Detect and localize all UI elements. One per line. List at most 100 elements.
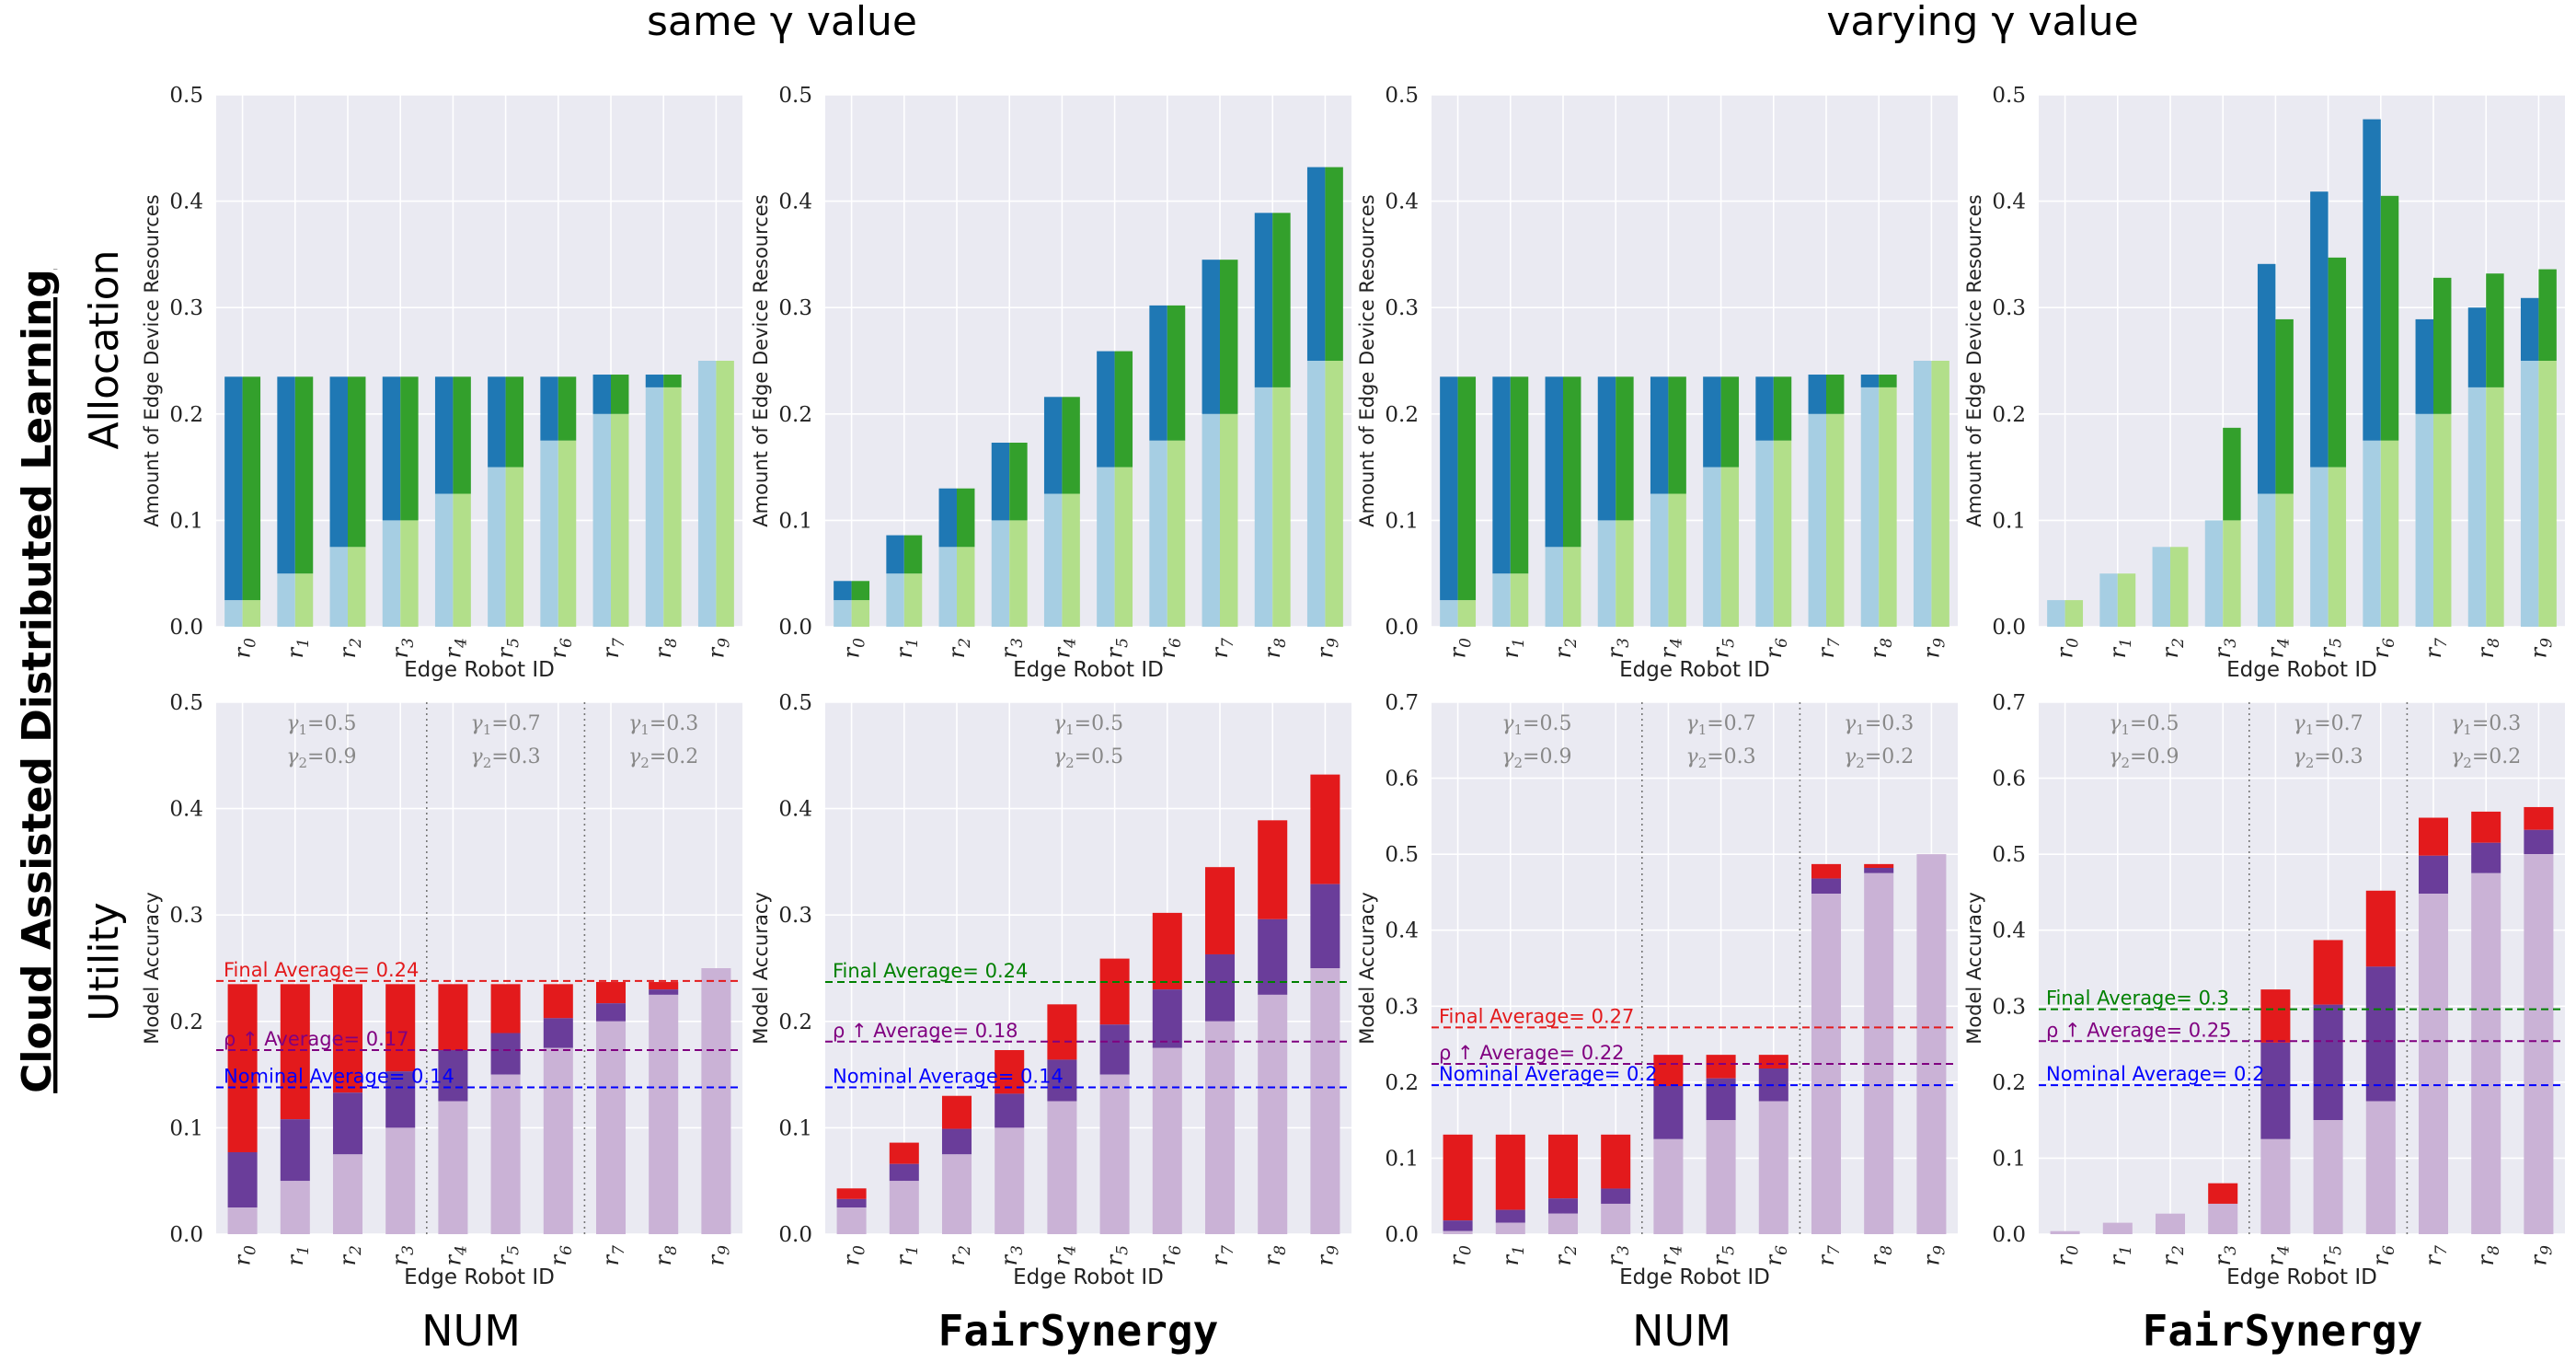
bar-nominal-segment — [280, 1181, 310, 1234]
bar-base-segment — [1826, 413, 1845, 627]
x-tick-label: r9 — [703, 1245, 733, 1265]
gamma-label: γ1=0.5 — [2109, 712, 2179, 738]
x-tick-label: r8 — [650, 1245, 681, 1265]
y-axis-label: Amount of Edge Device Resources — [141, 194, 163, 526]
y-tick-label: 0.5 — [778, 691, 812, 715]
average-label: Nominal Average= 0.2 — [2046, 1063, 2264, 1085]
bar-gain-segment — [645, 375, 664, 387]
x-tick-label: r3 — [387, 1245, 418, 1265]
bar-gain-segment — [1009, 443, 1028, 521]
y-tick-label: 0.6 — [1385, 768, 1419, 791]
bar-gain-segment — [1860, 375, 1880, 387]
section-title-varying: varying γ value — [1826, 0, 2138, 45]
gamma-label: γ2=0.2 — [2451, 745, 2521, 771]
bar-base-segment — [1457, 600, 1477, 627]
bar-final-segment — [385, 984, 416, 1072]
y-tick-label: 0.0 — [778, 616, 812, 640]
x-tick-label: r5 — [493, 638, 523, 658]
x-tick-label: r9 — [1312, 638, 1342, 658]
bar-rho-segment — [1864, 868, 1894, 873]
bar-rho-segment — [836, 1198, 867, 1208]
bar-base-segment — [2328, 467, 2347, 627]
bar-final-segment — [543, 984, 573, 1019]
bar-gain-segment — [1510, 376, 1529, 574]
bar-nominal-segment — [385, 1127, 416, 1234]
bar-final-segment — [2471, 811, 2501, 843]
bar-final-segment — [941, 1095, 972, 1129]
bar-base-segment — [1220, 413, 1238, 627]
x-tick-label: r6 — [2368, 1245, 2398, 1265]
y-tick-label: 0.1 — [169, 1116, 203, 1140]
bar-base-segment — [1009, 520, 1028, 627]
x-axis-label: Edge Robot ID — [1619, 658, 1770, 682]
row-label-allocation: Allocation — [81, 250, 128, 450]
average-label: Final Average= 0.24 — [224, 959, 419, 981]
bar-nominal-segment — [543, 1047, 573, 1234]
x-axis-label: Edge Robot ID — [2226, 1265, 2377, 1289]
bar-gain-segment — [224, 376, 243, 601]
bar-base-segment — [938, 547, 957, 627]
bar-final-segment — [649, 982, 679, 990]
x-tick-label: r0 — [230, 1245, 260, 1265]
bar-base-segment — [1931, 361, 1949, 627]
bar-final-segment — [889, 1142, 919, 1164]
gamma-label: γ1=0.5 — [1053, 712, 1123, 738]
y-tick-label: 0.3 — [778, 904, 812, 928]
bar-base-segment — [2520, 361, 2539, 627]
bar-nominal-segment — [2365, 1101, 2396, 1234]
bar-final-segment — [1047, 1004, 1077, 1060]
bar-base-segment — [1879, 387, 1897, 627]
y-axis-label: Model Accuracy — [141, 892, 163, 1045]
bar-gain-segment — [1668, 376, 1686, 494]
bar-rho-segment — [889, 1163, 919, 1182]
x-tick-label: r5 — [493, 1245, 523, 1265]
bar-base-segment — [1272, 387, 1291, 627]
y-tick-label: 0.7 — [1385, 691, 1419, 715]
bar-base-segment — [1097, 467, 1115, 627]
bar-gain-segment — [2467, 307, 2487, 387]
bar-gain-segment — [1808, 375, 1826, 414]
x-tick-label: r0 — [230, 638, 260, 658]
bar-rho-segment — [941, 1128, 972, 1155]
average-label: Nominal Average= 0.2 — [1439, 1063, 1657, 1085]
y-tick-label: 0.0 — [1385, 1223, 1419, 1247]
y-axis-label: Amount of Edge Device Resources — [750, 194, 772, 526]
y-tick-label: 0.5 — [1385, 84, 1419, 108]
y-tick-label: 0.0 — [169, 616, 203, 640]
bar-final-segment — [1706, 1055, 1736, 1079]
bar-final-segment — [2418, 817, 2449, 856]
bar-rho-segment — [1099, 1024, 1130, 1075]
bar-nominal-segment — [1758, 1101, 1788, 1234]
y-tick-label: 0.4 — [169, 798, 203, 822]
bar-gain-segment — [1202, 260, 1220, 414]
x-tick-label: r2 — [944, 638, 974, 658]
bar-gain-segment — [382, 376, 401, 521]
bar-rho-segment — [2524, 829, 2554, 855]
x-tick-label: r9 — [1918, 638, 1949, 658]
bar-gain-segment — [938, 488, 957, 548]
x-tick-label: r6 — [1155, 638, 1185, 658]
row-label-utility: Utility — [81, 902, 128, 1021]
bar-gain-segment — [2538, 269, 2557, 361]
y-tick-label: 0.2 — [169, 1011, 203, 1034]
bar-rho-segment — [1204, 953, 1236, 1022]
bar-base-segment — [663, 387, 682, 627]
bar-base-segment — [697, 361, 717, 627]
bar-gain-segment — [957, 488, 975, 548]
bar-final-segment — [2524, 806, 2554, 830]
x-axis-label: Edge Robot ID — [2226, 658, 2377, 682]
x-tick-label: r2 — [335, 638, 365, 658]
x-tick-label: r1 — [282, 1245, 313, 1265]
bar-base-segment — [488, 467, 506, 627]
bar-gain-segment — [1306, 167, 1326, 361]
bar-nominal-segment — [995, 1127, 1025, 1234]
bar-nominal-segment — [332, 1154, 363, 1234]
bar-final-segment — [1811, 863, 1842, 879]
x-tick-label: r2 — [944, 1245, 974, 1265]
panel-util-vary-num: 0.0 0.1 0.2 0.3 0.4 0.5 0.6 0.7 γ1=0.5 γ2=0.9 γ1=0… — [1356, 691, 1958, 1289]
bar-nominal-segment — [1706, 1120, 1736, 1234]
bar-base-segment — [505, 467, 524, 627]
y-tick-label: 0.4 — [169, 191, 203, 214]
gamma-label: γ2=0.2 — [1844, 745, 1914, 771]
y-tick-label: 0.0 — [778, 1223, 812, 1247]
